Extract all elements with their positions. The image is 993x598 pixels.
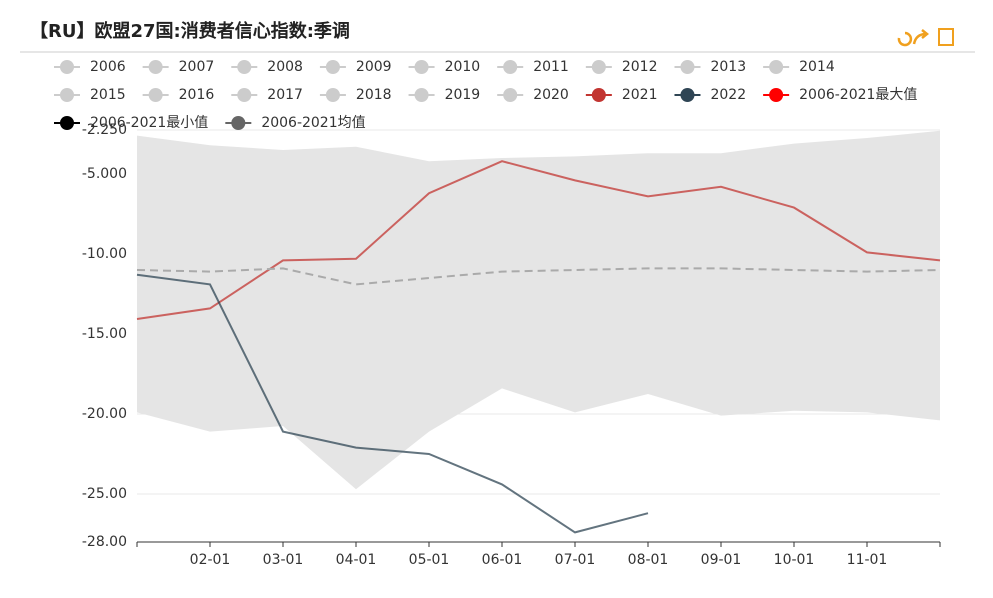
x-tick-label: 09-01 [701,552,742,568]
y-tick-label: -28.00 [82,534,127,550]
legend-item[interactable]: 2019 [408,87,481,103]
legend-marker [148,60,163,74]
y-tick-label: -25.00 [82,486,127,502]
legend-item[interactable]: 2012 [585,59,658,75]
legend-item[interactable]: 2006-2021最大值 [763,87,917,103]
legend-label: 2006-2021均值 [261,115,365,131]
legend-marker [503,60,518,74]
legend-item[interactable]: 2020 [497,87,569,103]
toolbox[interactable] [897,28,954,47]
legend-item[interactable]: 2017 [231,87,303,103]
legend-label: 2007 [179,59,215,75]
legend-marker [60,88,74,102]
legend-marker [325,88,340,102]
legend-label: 2017 [267,87,303,103]
legend-item[interactable]: 2018 [319,87,392,103]
legend-marker [503,88,518,102]
legend-label: 2019 [445,87,481,103]
x-tick-label: 06-01 [482,552,523,568]
legend-marker [237,88,252,102]
chart-title: 【RU】欧盟27国:消费者信心指数:季调 [30,20,350,42]
legend-label: 2010 [445,59,481,75]
x-tick-label: 05-01 [409,552,450,568]
x-tick-label: 04-01 [336,552,377,568]
refresh-icon[interactable] [897,31,913,47]
image-icon[interactable] [938,28,954,46]
legend-marker [325,60,340,74]
x-tick-label: 08-01 [628,552,669,568]
range-band [137,130,940,490]
y-tick-label: -15.00 [82,326,127,342]
legend-label: 2013 [710,59,746,75]
y-tick-label: -5.000 [82,166,127,182]
legend-item[interactable]: 2008 [231,59,303,75]
legend-item[interactable]: 2006-2021最小值 [54,115,208,131]
share-icon[interactable] [912,29,930,45]
legend-marker [237,60,252,74]
legend-marker [591,60,606,74]
legend-marker [414,88,429,102]
legend-label: 2020 [533,87,569,103]
x-tick-label: 02-01 [190,552,231,568]
legend-label: 2008 [267,59,303,75]
series-line [136,273,649,534]
legend-item[interactable]: 2006-2021均值 [225,115,366,131]
legend-label: 2006 [90,59,126,75]
legend-item[interactable]: 2015 [54,87,126,103]
legend-item[interactable]: 2022 [674,87,746,103]
legend-marker [769,88,784,102]
legend-marker [591,88,606,102]
legend-marker [148,88,163,102]
legend-item[interactable]: 2006 [54,59,126,75]
legend-item[interactable]: 2021 [585,87,658,103]
x-tick-label: 03-01 [263,552,304,568]
y-tick-label: -2.250 [82,122,127,138]
legend-label: 2012 [622,59,658,75]
y-tick-label: -20.00 [82,406,127,422]
legend-label: 2015 [90,87,126,103]
x-tick-label: 11-01 [847,552,888,568]
legend-item[interactable]: 2016 [142,87,215,103]
legend-marker [60,60,74,74]
legend-marker [769,60,784,74]
legend-marker [414,60,429,74]
legend-label: 2006-2021最大值 [799,87,917,103]
legend-label: 2016 [179,87,215,103]
y-tick-label: -10.00 [82,246,127,262]
legend-item[interactable]: 2009 [319,59,392,75]
legend-label: 2021 [622,87,658,103]
legend-item[interactable]: 2010 [408,59,481,75]
legend-label: 2022 [710,87,746,103]
legend-item[interactable]: 2007 [142,59,215,75]
legend-label: 2006-2021最小值 [90,115,208,131]
legend-label: 2011 [533,59,569,75]
legend-item[interactable]: 2014 [763,59,835,75]
x-tick-label: 07-01 [555,552,596,568]
legend-item[interactable]: 2013 [674,59,746,75]
legend-label: 2009 [356,59,392,75]
x-tick-label: 10-01 [774,552,815,568]
legend-marker [680,60,695,74]
legend-marker [231,116,246,130]
legend-marker [680,88,695,102]
legend-marker [60,116,74,130]
legend-label: 2018 [356,87,392,103]
legend-label: 2014 [799,59,835,75]
legend-item[interactable]: 2011 [497,59,569,75]
series-line [136,267,941,286]
